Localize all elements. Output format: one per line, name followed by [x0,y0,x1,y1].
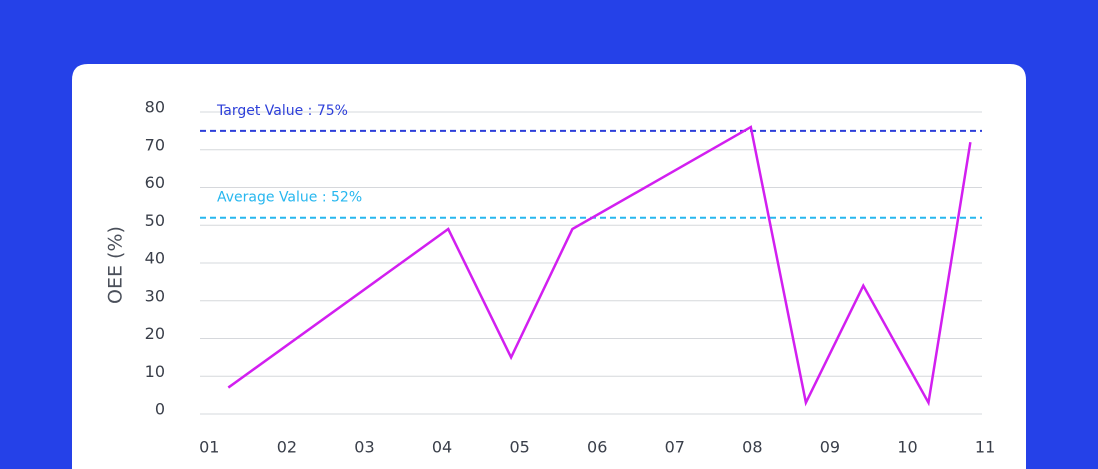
x-tick-label: 04 [432,438,452,457]
y-tick-label: 30 [145,286,165,305]
reference-label: Target Value : 75% [216,103,348,119]
x-tick-label: 01 [199,438,219,457]
reference-label: Average Value : 52% [217,190,362,206]
y-axis-label: OEE (%) [105,226,127,304]
x-tick-label: 03 [354,438,374,457]
data-line [227,125,972,407]
x-tick-label: 07 [665,438,685,457]
x-tick-label: 08 [742,438,762,457]
y-tick-label: 10 [145,362,165,381]
x-tick-label: 09 [820,438,840,457]
y-tick-label: 50 [145,211,165,230]
card [72,64,1026,469]
y-tick-label: 0 [155,400,165,419]
y-tick-label: 20 [145,324,165,343]
y-tick-label: 60 [145,173,165,192]
y-tick-label: 70 [145,135,165,154]
x-tick-label: 11 [975,438,995,457]
x-tick-label: 06 [587,438,607,457]
y-tick-label: 80 [145,98,165,117]
x-tick-label: 10 [897,438,917,457]
x-tick-label: 05 [509,438,529,457]
x-tick-label: 02 [277,438,297,457]
y-tick-label: 40 [145,249,165,268]
